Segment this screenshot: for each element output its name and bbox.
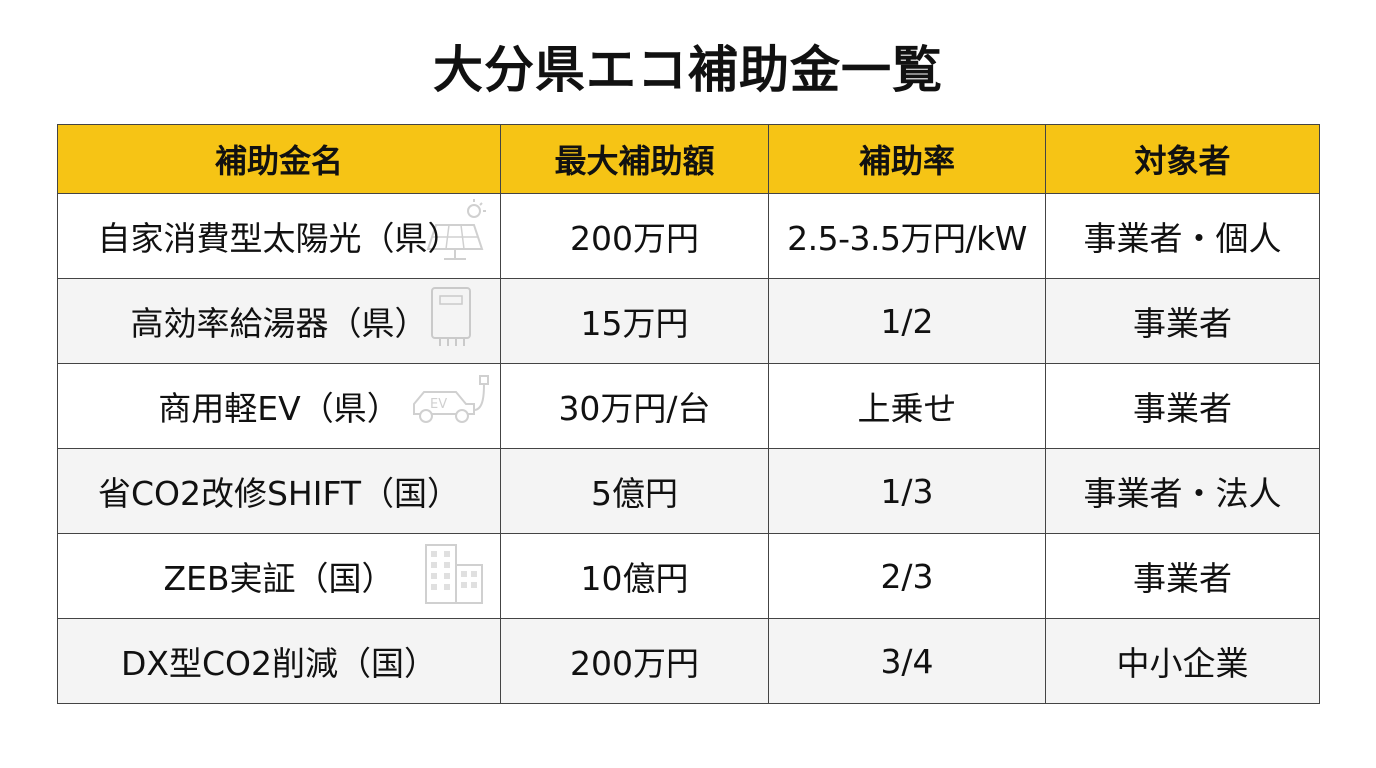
- subsidy-name-cell: DX型CO2削減（国）: [57, 618, 501, 704]
- subsidy-rate: 1/2: [768, 278, 1046, 364]
- subsidy-name-cell: EV 商用軽EV（県）: [57, 363, 501, 449]
- target: 中小企業: [1045, 618, 1320, 704]
- table-row: 省CO2改修SHIFT（国） 5億円 1/3 事業者・法人: [57, 448, 1320, 534]
- subsidy-rate: 1/3: [768, 448, 1046, 534]
- target: 事業者・個人: [1045, 193, 1320, 279]
- subsidy-name: 商用軽EV（県）: [158, 389, 400, 428]
- subsidy-name-cell: 高効率給湯器（県）: [57, 278, 501, 364]
- subsidy-rate: 2/3: [768, 533, 1046, 619]
- max-amount: 30万円/台: [500, 363, 769, 449]
- target: 事業者: [1045, 533, 1320, 619]
- table-row: 自家消費型太陽光（県） 200万円 2.5-3.5万円/kW 事業者・個人: [57, 193, 1320, 279]
- subsidy-name: 省CO2改修SHIFT（国）: [97, 474, 461, 513]
- subsidy-name-cell: ZEB実証（国）: [57, 533, 501, 619]
- subsidy-rate: 2.5-3.5万円/kW: [768, 193, 1046, 279]
- subsidy-rate: 上乗せ: [768, 363, 1046, 449]
- max-amount: 200万円: [500, 193, 769, 279]
- subsidy-name: 高効率給湯器（県）: [130, 304, 428, 343]
- subsidy-name-cell: 自家消費型太陽光（県）: [57, 193, 501, 279]
- subsidy-name-cell: 省CO2改修SHIFT（国）: [57, 448, 501, 534]
- max-amount: 10億円: [500, 533, 769, 619]
- table-row: DX型CO2削減（国） 200万円 3/4 中小企業: [57, 618, 1320, 704]
- water-heater-icon: [426, 284, 476, 358]
- ev-label: EV: [430, 397, 447, 412]
- column-header-target: 対象者: [1045, 124, 1320, 194]
- table-row: EV 商用軽EV（県） 30万円/台 上乗せ 事業者: [57, 363, 1320, 449]
- target: 事業者: [1045, 363, 1320, 449]
- table-header-row: 補助金名 最大補助額 補助率 対象者: [57, 124, 1320, 194]
- subsidy-rate: 3/4: [768, 618, 1046, 704]
- page-title: 大分県エコ補助金一覧: [433, 41, 943, 99]
- ev-car-icon: EV: [408, 372, 494, 440]
- subsidy-table: 補助金名 最大補助額 補助率 対象者: [57, 124, 1320, 704]
- building-icon: [418, 537, 488, 615]
- column-header-name: 補助金名: [57, 124, 501, 194]
- subsidy-name: 自家消費型太陽光（県）: [97, 219, 461, 258]
- max-amount: 5億円: [500, 448, 769, 534]
- column-header-rate: 補助率: [768, 124, 1046, 194]
- subsidy-name: ZEB実証（国）: [163, 559, 395, 598]
- target: 事業者: [1045, 278, 1320, 364]
- max-amount: 15万円: [500, 278, 769, 364]
- target: 事業者・法人: [1045, 448, 1320, 534]
- column-header-max-amount: 最大補助額: [500, 124, 769, 194]
- table-row: 高効率給湯器（県） 15万円 1/2 事業者: [57, 278, 1320, 364]
- solar-panel-icon: [422, 197, 492, 275]
- max-amount: 200万円: [500, 618, 769, 704]
- subsidy-name: DX型CO2削減（国）: [120, 644, 438, 683]
- table-row: ZEB実証（国） 10億円 2/3 事業者: [57, 533, 1320, 619]
